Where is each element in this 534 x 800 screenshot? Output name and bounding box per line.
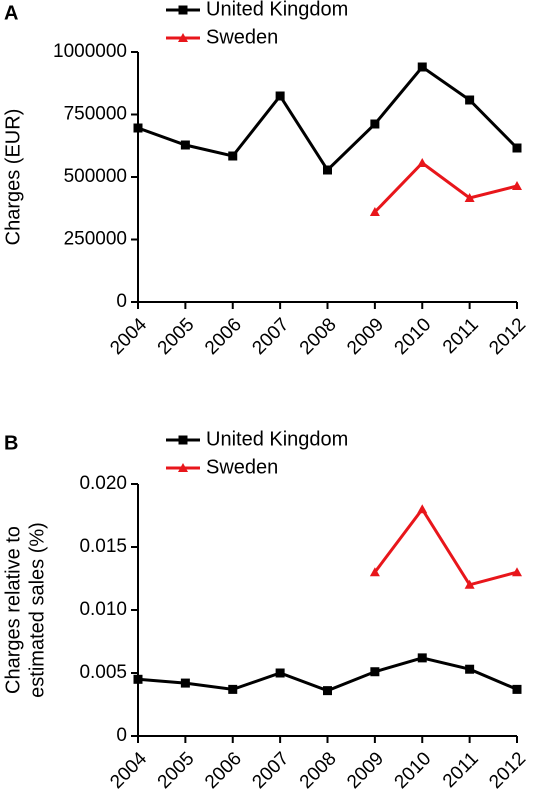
y-tick-label: 0.005 bbox=[79, 662, 127, 683]
x-tick-label: 2006 bbox=[201, 748, 246, 793]
x-tick-label: 2004 bbox=[106, 748, 151, 793]
y-tick-label: 250000 bbox=[64, 229, 127, 250]
point bbox=[417, 653, 427, 663]
x-tick-label: 2008 bbox=[296, 748, 341, 793]
point bbox=[512, 143, 522, 153]
point bbox=[178, 5, 188, 15]
point bbox=[133, 123, 143, 133]
point bbox=[133, 674, 143, 684]
point bbox=[180, 140, 190, 150]
panel-label: B bbox=[4, 432, 18, 454]
y-tick-label: 750000 bbox=[64, 104, 127, 125]
legend-label: United Kingdom bbox=[206, 428, 348, 450]
point bbox=[275, 91, 285, 101]
point bbox=[228, 684, 238, 694]
x-tick-label: 2005 bbox=[154, 314, 199, 359]
x-tick-label: 2008 bbox=[296, 314, 341, 359]
panel-label: A bbox=[4, 2, 18, 24]
x-tick-label: 2004 bbox=[106, 314, 151, 359]
x-tick-label: 2007 bbox=[248, 314, 293, 359]
point bbox=[512, 567, 522, 577]
point bbox=[464, 579, 475, 589]
point bbox=[178, 33, 188, 42]
point bbox=[417, 62, 427, 72]
y-tick-label: 0.020 bbox=[79, 473, 127, 494]
series-line bbox=[137, 656, 518, 693]
y-axis-label: Charges relative to bbox=[2, 526, 24, 694]
y-tick-label: 0.015 bbox=[79, 536, 127, 557]
series-line bbox=[373, 506, 518, 587]
y-tick-label: 0.010 bbox=[79, 599, 127, 620]
point bbox=[180, 678, 190, 688]
point bbox=[369, 207, 380, 216]
point bbox=[228, 151, 238, 161]
point bbox=[417, 158, 428, 167]
x-tick-label: 2010 bbox=[391, 314, 436, 359]
point bbox=[178, 435, 188, 445]
x-tick-label: 2012 bbox=[485, 314, 530, 359]
legend-label: United Kingdom bbox=[206, 0, 348, 20]
x-tick-label: 2009 bbox=[343, 314, 388, 359]
y-tick-label: 500000 bbox=[64, 166, 127, 187]
point bbox=[370, 119, 380, 129]
x-tick-label: 2011 bbox=[439, 748, 483, 792]
point bbox=[275, 668, 285, 678]
point bbox=[512, 684, 522, 694]
point bbox=[512, 181, 522, 190]
x-tick-label: 2010 bbox=[391, 748, 436, 793]
y-tick-label: 0 bbox=[116, 291, 127, 312]
point bbox=[465, 664, 475, 674]
x-tick-label: 2009 bbox=[343, 748, 388, 793]
point bbox=[370, 667, 380, 677]
x-tick-label: 2005 bbox=[154, 748, 199, 793]
x-tick-label: 2006 bbox=[201, 314, 246, 359]
y-axis-label: estimated sales (%) bbox=[26, 522, 48, 698]
point bbox=[465, 95, 475, 105]
legend-label: Sweden bbox=[206, 456, 278, 478]
legend-label: Sweden bbox=[206, 26, 278, 48]
point bbox=[323, 165, 332, 175]
series-line bbox=[137, 64, 519, 173]
point bbox=[178, 463, 188, 472]
y-axis-label: Charges (EUR) bbox=[2, 109, 24, 246]
point bbox=[369, 567, 380, 577]
x-tick-label: 2012 bbox=[485, 748, 530, 793]
x-tick-label: 2007 bbox=[248, 748, 293, 793]
y-tick-label: 1000000 bbox=[53, 41, 127, 62]
point bbox=[417, 504, 428, 514]
y-tick-label: 0 bbox=[116, 725, 127, 746]
point bbox=[464, 193, 475, 202]
series-line bbox=[373, 161, 518, 214]
x-tick-label: 2011 bbox=[439, 314, 483, 358]
point bbox=[323, 686, 332, 696]
